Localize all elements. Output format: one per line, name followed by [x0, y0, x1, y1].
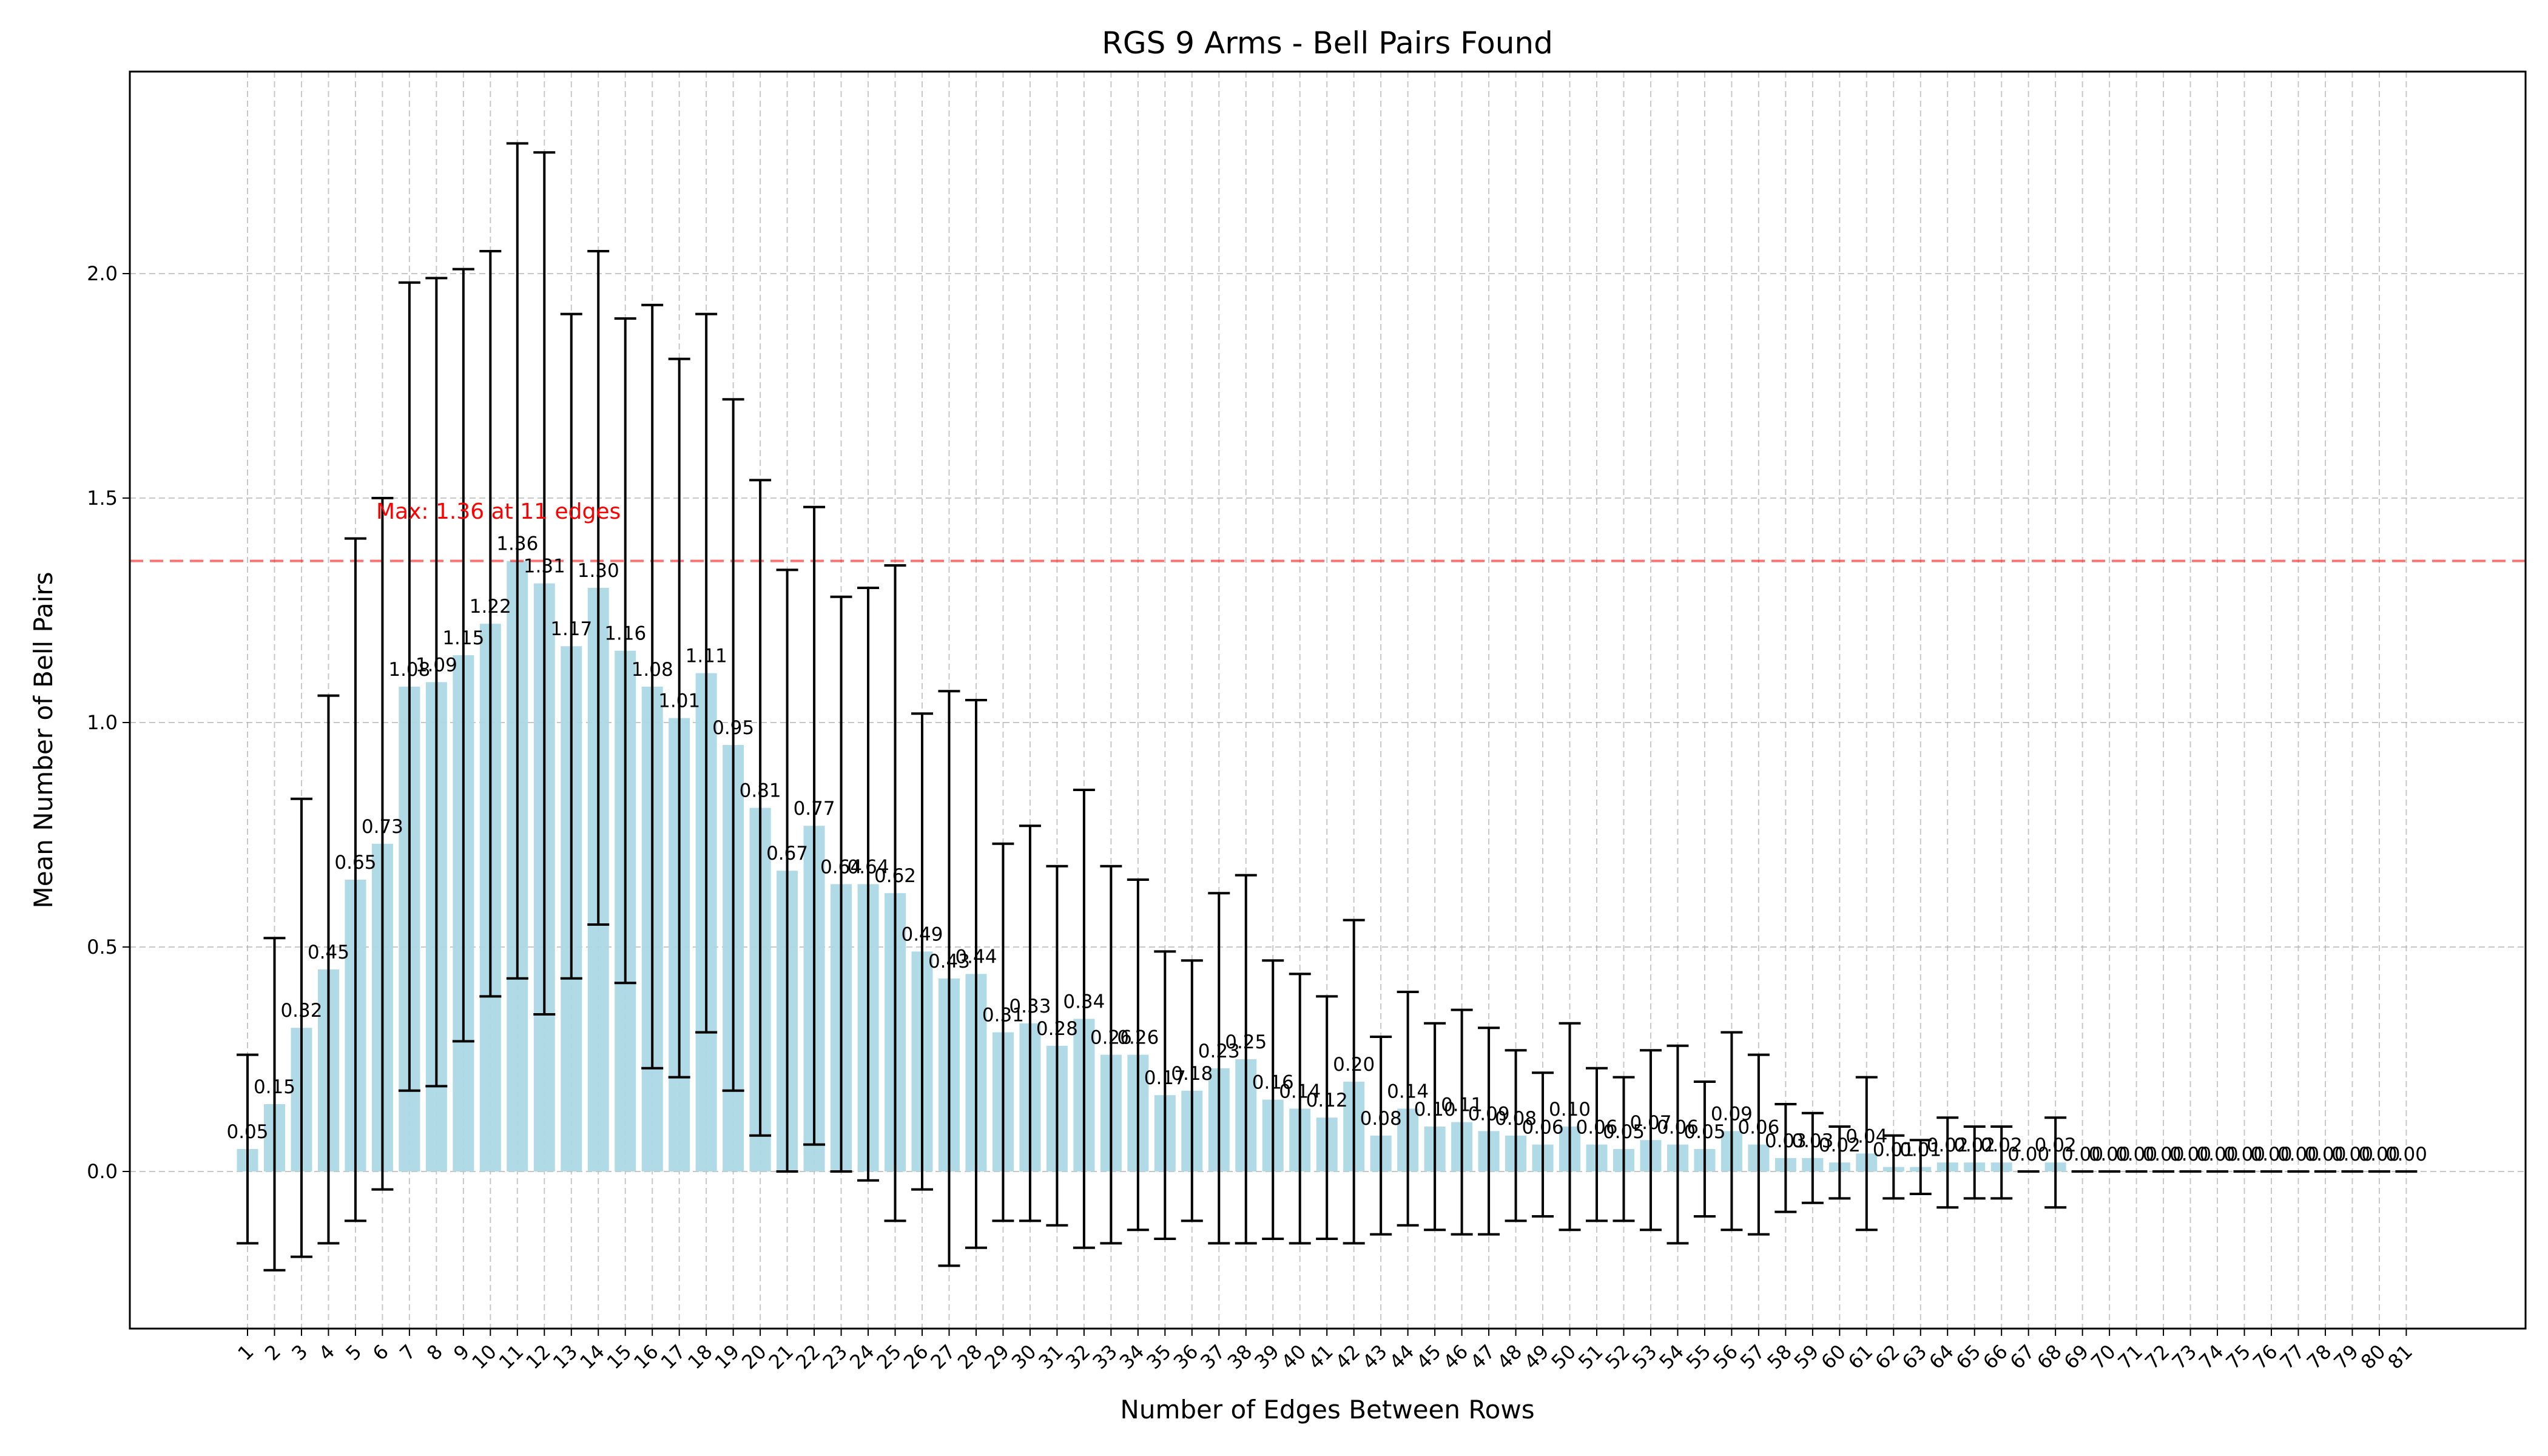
- bar-value-label: 0.26: [1117, 1027, 1159, 1049]
- bar-value-label: 0.00: [2115, 1144, 2157, 1165]
- bar-value-label: 0.00: [2385, 1144, 2427, 1165]
- bar-value-label: 0.05: [1684, 1121, 1725, 1143]
- bar-value-label: 0.00: [2331, 1144, 2373, 1165]
- bar-value-label: 1.11: [686, 645, 727, 667]
- bar-value-label: 0.23: [1198, 1040, 1240, 1062]
- bar-value-labels: 0.050.150.320.450.650.731.081.091.151.22…: [226, 533, 2427, 1165]
- bar-value-label: 0.01: [1899, 1139, 1941, 1161]
- bar-value-label: 1.16: [604, 623, 646, 645]
- bar-value-label: 0.00: [2358, 1144, 2400, 1165]
- bar-value-label: 0.02: [1953, 1134, 1995, 1156]
- bar-value-label: 0.09: [1711, 1103, 1753, 1125]
- bar-value-label: 0.05: [226, 1121, 268, 1143]
- bar-value-label: 0.65: [334, 852, 376, 874]
- y-tick-label: 1.5: [87, 487, 118, 510]
- bar-value-label: 0.00: [2061, 1144, 2103, 1165]
- bar-value-label: 0.11: [1441, 1094, 1483, 1116]
- bar-value-label: 0.33: [1009, 996, 1051, 1017]
- bar-value-label: 1.08: [632, 659, 673, 681]
- y-tick-label: 0.5: [87, 935, 118, 959]
- bar-value-label: 0.09: [1468, 1103, 1510, 1125]
- bar-value-label: 0.18: [1171, 1063, 1213, 1085]
- bar-value-label: 0.95: [712, 717, 754, 739]
- bar-value-label: 0.06: [1576, 1117, 1617, 1139]
- bar-value-label: 0.00: [2007, 1144, 2049, 1165]
- bar-value-label: 0.02: [2035, 1134, 2077, 1156]
- bar-value-label: 0.16: [1252, 1072, 1294, 1094]
- plot-frame: [129, 70, 2527, 1330]
- bar-value-label: 1.30: [578, 560, 619, 582]
- bar-value-label: 0.10: [1549, 1099, 1591, 1121]
- bar-value-label: 0.43: [928, 951, 970, 972]
- bar-value-label: 0.26: [1090, 1027, 1132, 1049]
- y-tick-label: 2.0: [87, 262, 118, 285]
- bar-value-label: 0.49: [901, 923, 943, 945]
- bar-value-label: 1.01: [658, 690, 700, 712]
- bar-value-label: 0.02: [1819, 1134, 1861, 1156]
- bar-value-label: 1.09: [416, 654, 457, 676]
- bar-value-label: 0.00: [2304, 1144, 2346, 1165]
- bar-value-label: 0.08: [1360, 1108, 1402, 1130]
- bar-value-label: 0.67: [766, 843, 808, 864]
- bar-value-label: 0.14: [1279, 1080, 1321, 1102]
- bar-value-label: 1.15: [442, 627, 484, 649]
- bar-value-label: 0.62: [874, 865, 916, 887]
- bar-value-label: 0.77: [794, 798, 835, 820]
- bar-value-label: 0.17: [1144, 1067, 1186, 1089]
- bar-value-label: 0.12: [1306, 1090, 1348, 1111]
- bar-value-label: 0.45: [308, 942, 349, 963]
- bar-value-label: 0.03: [1791, 1130, 1833, 1152]
- x-axis-title: Number of Edges Between Rows: [1120, 1395, 1534, 1424]
- bar-value-label: 0.00: [2089, 1144, 2131, 1165]
- bar-value-label: 0.28: [1036, 1018, 1078, 1040]
- bar-value-label: 0.02: [1927, 1134, 1969, 1156]
- bar-value-label: 0.64: [848, 856, 889, 878]
- bar-value-label: 1.36: [496, 533, 538, 555]
- bar-value-label: 0.20: [1333, 1054, 1375, 1076]
- bar-value-label: 0.31: [982, 1005, 1024, 1026]
- bar-value-label: 0.00: [2143, 1144, 2185, 1165]
- bar-value-label: 0.32: [280, 1000, 322, 1022]
- bar-value-label: 0.06: [1522, 1117, 1564, 1139]
- chart-title: RGS 9 Arms - Bell Pairs Found: [1102, 25, 1553, 61]
- bar-value-label: 0.10: [1414, 1099, 1456, 1121]
- y-tick-label: 1.0: [87, 711, 118, 734]
- bar-value-label: 0.81: [740, 780, 781, 802]
- max-line-annotation: Max: 1.36 at 11 edges: [376, 499, 621, 524]
- bar-value-label: 1.22: [470, 596, 511, 618]
- bar-value-label: 0.07: [1630, 1112, 1671, 1134]
- bar-value-label: 0.25: [1225, 1031, 1267, 1053]
- bar-value-label: 1.31: [524, 556, 565, 578]
- bar-value-label: 0.34: [1063, 991, 1105, 1013]
- bar-value-label: 0.00: [2277, 1144, 2319, 1165]
- bar-value-label: 0.73: [362, 816, 403, 838]
- bar-value-label: 0.44: [955, 946, 997, 968]
- bar-value-label: 0.15: [254, 1076, 295, 1098]
- bar-value-label: 0.64: [820, 856, 862, 878]
- bar-value-label: 0.06: [1737, 1117, 1779, 1139]
- y-tick-label: 0.0: [87, 1160, 118, 1183]
- bar-value-label: 0.00: [2169, 1144, 2211, 1165]
- bar-value-label: 0.14: [1387, 1080, 1429, 1102]
- bar-value-label: 0.01: [1873, 1139, 1915, 1161]
- bar-value-label: 0.06: [1657, 1117, 1699, 1139]
- bar-value-label: 0.04: [1845, 1125, 1887, 1147]
- bar-value-label: 1.17: [550, 618, 592, 640]
- bar-value-label: 0.02: [1981, 1134, 2023, 1156]
- error-bars: [237, 142, 2418, 1272]
- bar-value-label: 0.00: [2250, 1144, 2292, 1165]
- y-axis-title: Mean Number of Bell Pairs: [29, 571, 58, 908]
- bar-value-label: 0.03: [1765, 1130, 1807, 1152]
- bar-value-label: 1.08: [388, 659, 430, 681]
- bar-value-label: 0.00: [2197, 1144, 2239, 1165]
- grid: [130, 72, 2526, 1329]
- bar-value-label: 0.05: [1603, 1121, 1645, 1143]
- bar-value-label: 0.00: [2223, 1144, 2265, 1165]
- bar-value-label: 0.08: [1495, 1108, 1537, 1130]
